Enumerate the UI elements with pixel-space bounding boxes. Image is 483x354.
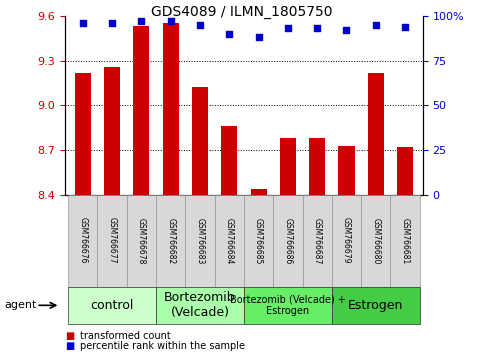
Text: GSM766676: GSM766676 <box>78 217 87 264</box>
Bar <box>104 67 120 195</box>
Point <box>342 27 350 33</box>
Text: GSM766686: GSM766686 <box>284 217 292 264</box>
Point <box>226 31 233 37</box>
Text: transformed count: transformed count <box>80 331 170 341</box>
Text: Bortezomib (Velcade) +
Estrogen: Bortezomib (Velcade) + Estrogen <box>230 295 346 316</box>
Bar <box>309 138 325 195</box>
Point <box>138 18 145 24</box>
Bar <box>163 23 179 195</box>
Text: GSM766680: GSM766680 <box>371 217 380 264</box>
Bar <box>251 189 267 195</box>
Bar <box>397 147 413 195</box>
Bar <box>75 73 91 195</box>
Bar <box>368 73 384 195</box>
Text: agent: agent <box>5 300 37 310</box>
Text: control: control <box>90 299 134 312</box>
Point <box>167 18 174 24</box>
Text: GSM766685: GSM766685 <box>254 217 263 264</box>
Text: GSM766677: GSM766677 <box>108 217 116 264</box>
Bar <box>339 145 355 195</box>
Text: percentile rank within the sample: percentile rank within the sample <box>80 341 245 351</box>
Point <box>255 35 262 40</box>
Text: GSM766683: GSM766683 <box>196 217 204 264</box>
Bar <box>280 138 296 195</box>
Bar <box>221 126 237 195</box>
Point <box>79 20 86 26</box>
Point <box>284 25 292 31</box>
Text: GSM766684: GSM766684 <box>225 217 234 264</box>
Text: GDS4089 / ILMN_1805750: GDS4089 / ILMN_1805750 <box>151 5 332 19</box>
Bar <box>192 87 208 195</box>
Point <box>401 24 409 29</box>
Point <box>196 22 204 28</box>
Text: GSM766679: GSM766679 <box>342 217 351 264</box>
Text: ■: ■ <box>65 341 74 351</box>
Text: Bortezomib
(Velcade): Bortezomib (Velcade) <box>164 291 236 319</box>
Text: GSM766678: GSM766678 <box>137 217 146 264</box>
Text: Estrogen: Estrogen <box>348 299 403 312</box>
Text: GSM766687: GSM766687 <box>313 217 322 264</box>
Text: GSM766682: GSM766682 <box>166 218 175 264</box>
Text: GSM766681: GSM766681 <box>400 218 410 264</box>
Text: ■: ■ <box>65 331 74 341</box>
Bar <box>133 26 149 195</box>
Point <box>108 20 116 26</box>
Point <box>372 22 380 28</box>
Point <box>313 25 321 31</box>
